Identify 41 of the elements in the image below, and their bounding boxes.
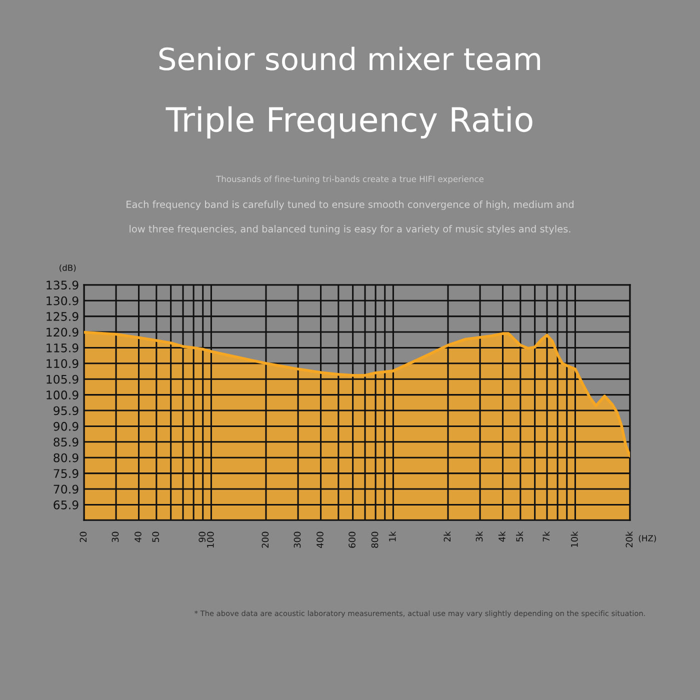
- x-tick-label: 5k: [516, 531, 524, 542]
- y-tick-label: 120.9: [46, 328, 78, 337]
- y-tick-label: 75.9: [54, 469, 78, 478]
- y-tick-label: 100.9: [46, 390, 78, 400]
- x-tick-label: 90: [198, 532, 206, 542]
- x-tick-label: 200: [262, 532, 269, 548]
- y-tick-label: 70.9: [54, 484, 78, 494]
- x-tick-label: 20k: [626, 531, 633, 548]
- x-tick-label: 600: [348, 532, 356, 548]
- x-tick-label: 400: [316, 532, 324, 548]
- y-tick-label: 130.9: [46, 296, 78, 306]
- x-tick-label: 7k: [542, 531, 550, 542]
- text: Thousands of fine-tuning tri-bands create a true HIFI experience: [216, 176, 484, 184]
- chart-title: Senior sound mixer team: [159, 46, 540, 70]
- x-tick-label: 2k: [444, 531, 450, 542]
- y-tick-label: 105.9: [46, 374, 78, 384]
- x-tick-label: 20: [80, 532, 87, 542]
- x-tick-label: 50: [152, 532, 160, 542]
- text: low three frequencies, and balanced tuning is easy for a variety of music styles and styles.: [130, 225, 570, 234]
- x-tick-label: 3k: [476, 531, 483, 542]
- y-tick-label: 65.9: [54, 500, 78, 510]
- y-tick-label: 135.9: [46, 280, 78, 290]
- y-tick-label: 110.9: [46, 359, 78, 368]
- x-tick-label: 800: [371, 532, 378, 548]
- y-tick-label: 90.9: [54, 422, 78, 431]
- y-tick-label: 125.9: [46, 312, 78, 321]
- y-tick-label: 85.9: [54, 438, 78, 447]
- y-tick-label: 80.9: [54, 453, 78, 462]
- x-tick-label: 40: [134, 532, 142, 542]
- x-tick-label: 1k: [388, 531, 396, 542]
- y-axis-title: (dB): [60, 264, 76, 272]
- y-tick-label: 115.9: [46, 343, 78, 352]
- x-tick-label: 300: [294, 532, 301, 548]
- text: Each frequency band is carefully tuned to ensure smooth convergence of high, medium and: [126, 200, 574, 210]
- x-tick-label: 10k: [570, 531, 578, 547]
- x-axis-title: (HZ): [638, 534, 656, 542]
- chart-subtitle: Triple Frequency Ratio: [166, 106, 532, 139]
- x-tick-label: 100: [207, 532, 214, 548]
- y-tick-label: 95.9: [54, 406, 78, 416]
- x-tick-label: 4k: [498, 531, 506, 542]
- x-tick-label: 30: [112, 532, 119, 542]
